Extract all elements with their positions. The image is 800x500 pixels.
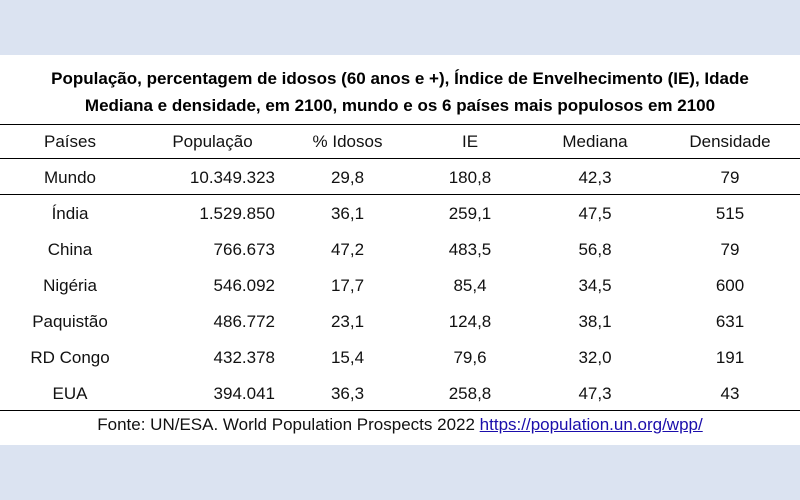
cell-pais: EUA — [52, 384, 88, 403]
cell-ie: 483,5 — [448, 240, 492, 259]
cell-pais: Mundo — [44, 168, 96, 187]
cell-mediana: 56,8 — [578, 240, 612, 259]
header-populacao: População — [172, 132, 253, 151]
table-title: População, percentagem de idosos (60 ano… — [0, 65, 800, 119]
cell-mediana: 47,5 — [578, 204, 612, 223]
cell-ie: 124,8 — [448, 312, 492, 331]
cell-densidade: 191 — [715, 348, 745, 367]
cell-idosos: 36,3 — [330, 384, 365, 403]
cell-populacao: 486.772 — [213, 312, 275, 331]
cell-idosos: 23,1 — [330, 312, 365, 331]
table-row: EUA 394.041 36,3 258,8 47,3 43 — [0, 379, 800, 409]
table-row: Índia 1.529.850 36,1 259,1 47,5 515 — [0, 199, 800, 229]
table-bottom-rule — [0, 410, 800, 411]
title-line-2: Mediana e densidade, em 2100, mundo e os… — [84, 96, 716, 115]
source-note: Fonte: UN/ESA. World Population Prospect… — [0, 415, 800, 435]
cell-densidade: 631 — [715, 312, 745, 331]
cell-idosos: 15,4 — [330, 348, 365, 367]
cell-ie: 180,8 — [448, 168, 492, 187]
cell-idosos: 47,2 — [330, 240, 365, 259]
cell-densidade: 600 — [715, 276, 745, 295]
cell-mediana: 38,1 — [578, 312, 612, 331]
title-line-1: População, percentagem de idosos (60 ano… — [51, 69, 749, 88]
table-row: Mundo 10.349.323 29,8 180,8 42,3 79 — [0, 163, 800, 193]
cell-populacao: 1.529.850 — [199, 204, 275, 223]
cell-ie: 259,1 — [448, 204, 492, 223]
cell-populacao: 432.378 — [213, 348, 275, 367]
table-row: Nigéria 546.092 17,7 85,4 34,5 600 — [0, 271, 800, 301]
header-densidade: Densidade — [689, 132, 771, 151]
table-row: Paquistão 486.772 23,1 124,8 38,1 631 — [0, 307, 800, 337]
cell-mediana: 47,3 — [578, 384, 612, 403]
world-rule — [0, 194, 800, 195]
cell-idosos: 17,7 — [330, 276, 365, 295]
table-panel: População, percentagem de idosos (60 ano… — [0, 55, 800, 445]
cell-pais: Nigéria — [43, 276, 97, 295]
header-top-rule — [0, 124, 800, 125]
cell-pais: Índia — [51, 204, 89, 223]
cell-populacao: 766.673 — [213, 240, 275, 259]
cell-populacao: 394.041 — [213, 384, 275, 403]
cell-densidade: 79 — [720, 240, 740, 259]
cell-mediana: 32,0 — [578, 348, 612, 367]
cell-pais: RD Congo — [30, 348, 110, 367]
cell-ie: 258,8 — [448, 384, 492, 403]
cell-mediana: 42,3 — [578, 168, 612, 187]
header-mediana: Mediana — [562, 132, 628, 151]
source-text: Fonte: UN/ESA. World Population Prospect… — [97, 415, 475, 434]
cell-densidade: 43 — [720, 384, 740, 403]
cell-populacao: 10.349.323 — [189, 168, 275, 187]
cell-pais: Paquistão — [32, 312, 108, 331]
table-row: RD Congo 432.378 15,4 79,6 32,0 191 — [0, 343, 800, 373]
cell-mediana: 34,5 — [578, 276, 612, 295]
table-row: China 766.673 47,2 483,5 56,8 79 — [0, 235, 800, 265]
header-bottom-rule — [0, 158, 800, 159]
cell-densidade: 79 — [720, 168, 740, 187]
cell-populacao: 546.092 — [213, 276, 275, 295]
cell-ie: 85,4 — [453, 276, 487, 295]
cell-pais: China — [47, 240, 93, 259]
cell-densidade: 515 — [715, 204, 745, 223]
header-idosos: % Idosos — [312, 132, 383, 151]
table-header: Países População % Idosos IE Mediana Den… — [0, 127, 800, 157]
cell-idosos: 29,8 — [330, 168, 365, 187]
source-link[interactable]: https://population.un.org/wpp/ — [479, 415, 703, 434]
cell-ie: 79,6 — [453, 348, 487, 367]
header-ie: IE — [461, 132, 479, 151]
header-paises: Países — [44, 132, 96, 151]
cell-idosos: 36,1 — [330, 204, 365, 223]
